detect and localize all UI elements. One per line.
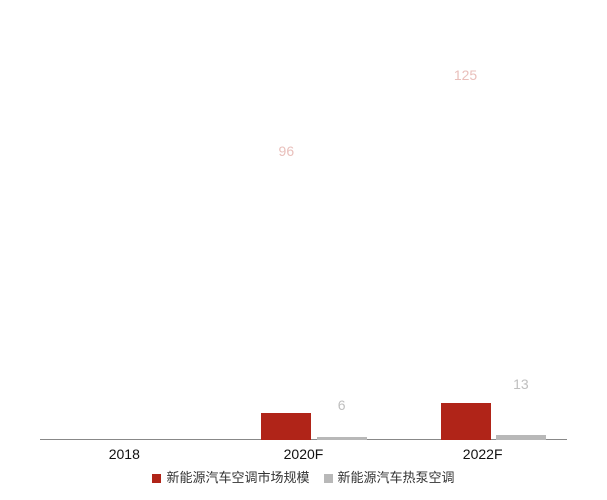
category-label: 2018	[109, 446, 140, 462]
legend-swatch	[324, 474, 333, 483]
bar-group: 132202022F	[409, 20, 557, 440]
bar-group: 9662018	[51, 20, 199, 440]
legend-swatch	[152, 474, 161, 483]
legend-label: 新能源汽车空调市场规模	[166, 470, 309, 485]
bar-chart: 9662018125132020F132202022F 新能源汽车空调市场规模新…	[0, 0, 607, 500]
category-label: 2020F	[284, 446, 324, 462]
legend: 新能源汽车空调市场规模 新能源汽车热泵空调	[0, 467, 607, 486]
category-label: 2022F	[463, 446, 503, 462]
bar-group: 125132020F	[230, 20, 378, 440]
legend-label: 新能源汽车热泵空调	[338, 470, 455, 485]
plot-area: 9662018125132020F132202022F	[40, 20, 567, 440]
